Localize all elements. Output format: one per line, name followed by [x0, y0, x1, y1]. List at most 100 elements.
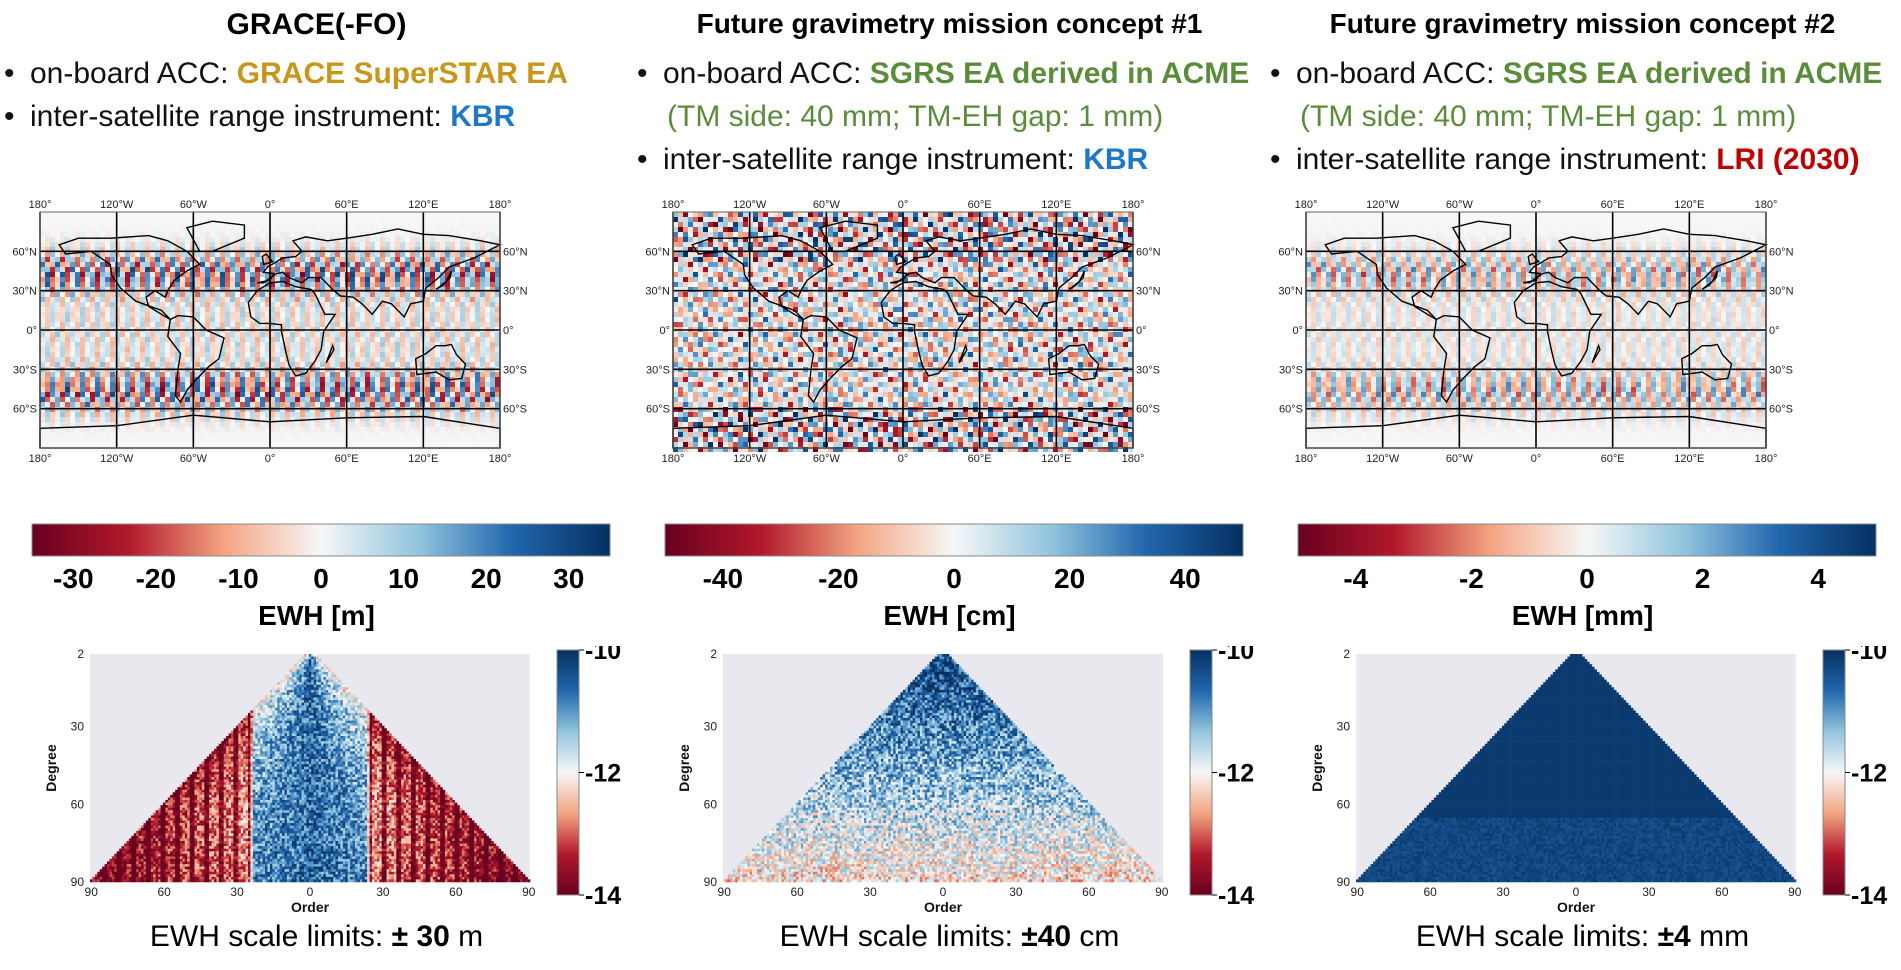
map-cell [150, 432, 155, 437]
map-cell [360, 217, 365, 222]
coefficient-cell [296, 700, 300, 703]
map-cell [405, 317, 410, 322]
map-cell [295, 437, 300, 442]
map-cell [205, 277, 210, 282]
map-cell [150, 332, 155, 337]
map-cell [390, 292, 395, 297]
coefficient-cell [303, 664, 307, 668]
map-cell [40, 347, 45, 352]
map-cell [345, 427, 350, 432]
map-cell [105, 447, 110, 452]
map-cell [310, 432, 315, 437]
map-cell [45, 362, 50, 367]
coefficient-cell [311, 654, 314, 657]
map-cell [145, 277, 150, 282]
map-cell [285, 287, 290, 292]
map-cell [200, 292, 205, 297]
map-cell [250, 332, 255, 337]
coefficient-cell [323, 666, 327, 670]
map-cell [200, 387, 205, 392]
coefficient-cell [345, 695, 348, 698]
map-cell [460, 287, 465, 292]
map-cell [360, 372, 365, 377]
map-cell [285, 387, 290, 392]
map-cell [240, 347, 245, 352]
map-cell [130, 317, 135, 322]
map-cell [150, 377, 155, 382]
map-cell [95, 377, 100, 382]
coefficient-cell [335, 702, 339, 706]
map-cell [340, 397, 345, 402]
map-cell [300, 297, 305, 302]
map-cell [410, 282, 415, 287]
map-cell [255, 417, 260, 422]
map-cell [225, 392, 230, 397]
coefficient-cell [265, 697, 268, 701]
map-cell [150, 427, 155, 432]
map-cell [365, 427, 370, 432]
coefficient-cell [282, 700, 285, 703]
map-cell [415, 392, 420, 397]
map-cell [85, 322, 90, 327]
map-cell [235, 397, 240, 402]
map-cell [385, 412, 390, 417]
map-cell [110, 242, 115, 247]
map-cell [75, 247, 80, 252]
coefficient-cell [340, 702, 344, 706]
map-cell [130, 342, 135, 347]
map-cell [435, 382, 440, 387]
lon-tick-top: 120°E [408, 199, 438, 211]
map-cell [80, 232, 85, 237]
map-cell [90, 382, 95, 387]
map-cell [215, 322, 220, 327]
map-cell [460, 232, 465, 237]
map-cell [430, 342, 435, 347]
map-cell [50, 262, 55, 267]
map-cell [210, 292, 215, 297]
map-cell [50, 292, 55, 297]
map-cell [145, 257, 150, 262]
map-cell [405, 262, 410, 267]
map-cell [70, 442, 75, 447]
map-cell [435, 212, 440, 217]
map-cell [385, 322, 390, 327]
map-cell [465, 212, 470, 217]
map-cell [225, 407, 230, 412]
map-cell [275, 297, 280, 302]
map-cell [415, 287, 420, 292]
map-cell [45, 212, 50, 217]
map-cell [480, 382, 485, 387]
map-cell [410, 332, 415, 337]
map-cell [130, 247, 135, 252]
map-cell [320, 247, 325, 252]
map-cell [340, 317, 345, 322]
map-cell [465, 297, 470, 302]
map-cell [335, 402, 340, 407]
lon-tick-top: 60°E [335, 199, 359, 211]
map-cell [300, 402, 305, 407]
map-cell [90, 362, 95, 367]
map-cell [285, 232, 290, 237]
map-cell [360, 402, 365, 407]
map-cell [410, 377, 415, 382]
map-cell [230, 387, 235, 392]
map-cell [75, 397, 80, 402]
map-cell [335, 407, 340, 412]
map-cell [205, 292, 210, 297]
map-cell [125, 312, 130, 317]
map-cell [315, 227, 320, 232]
map-cell [495, 372, 500, 377]
map-cell [475, 392, 480, 397]
coefficient-cell [274, 702, 278, 706]
map-cell [405, 232, 410, 237]
map-cell [470, 257, 475, 262]
map-cell [355, 392, 360, 397]
map-cell [115, 242, 120, 247]
map-cell [255, 387, 260, 392]
coefficient-cell [316, 697, 319, 701]
map-cell [325, 442, 330, 447]
map-cell [310, 352, 315, 357]
map-cell [105, 382, 110, 387]
map-cell [355, 382, 360, 387]
map-cell [120, 307, 125, 312]
